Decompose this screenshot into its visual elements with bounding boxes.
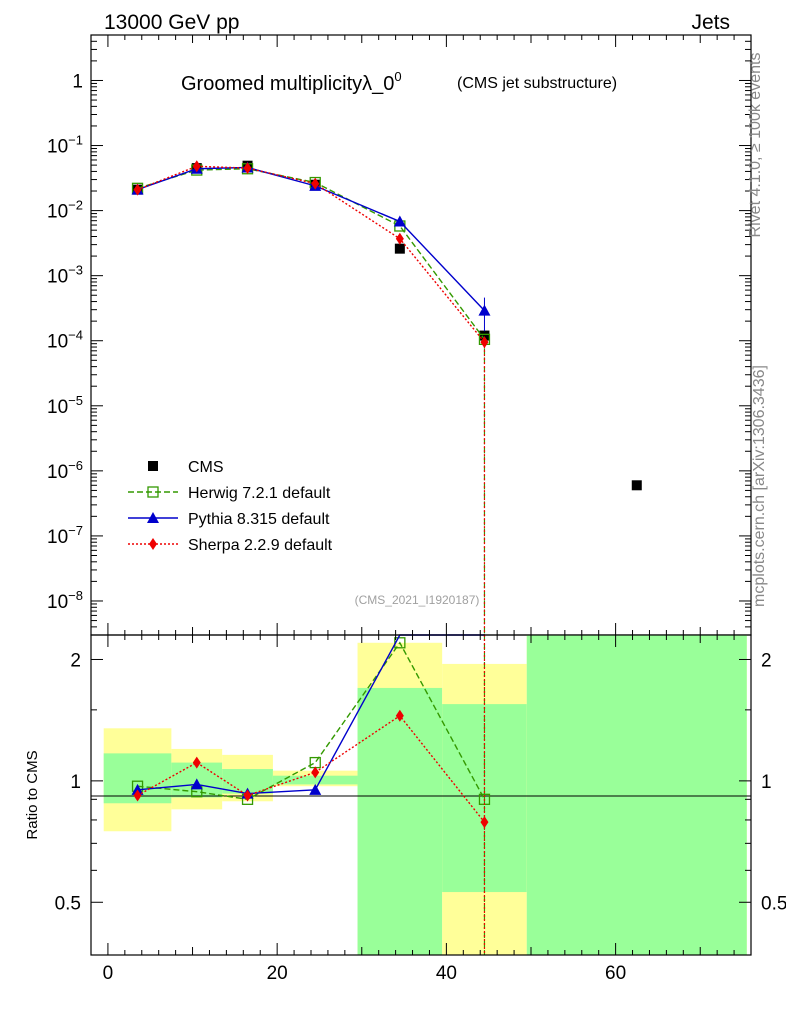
series-cms <box>132 160 642 491</box>
main-y-tick-label: 10−7 <box>47 523 83 548</box>
ratio-point-pythia <box>309 783 322 795</box>
ratio-point-sherpa <box>395 709 404 722</box>
series-line-herwig <box>137 168 486 340</box>
title-lambda: λ_0 <box>362 73 394 95</box>
x-axis: 0 20 40 60 <box>103 35 735 984</box>
main-y-tick-label: 10−4 <box>47 328 83 353</box>
ratio-point-sherpa <box>480 816 489 829</box>
data-point-pythia <box>478 304 491 316</box>
legend-entry-herwig: Herwig 7.2.1 default <box>128 485 331 502</box>
main-y-tick-label: 10−6 <box>47 458 83 483</box>
ratio-panel: 0.5 0.5 1 1 2 2 0 20 40 60 <box>55 35 786 984</box>
legend-entry-sherpa: Sherpa 2.2.9 default <box>128 537 333 554</box>
ratio-y-tick-label-left: 2 <box>70 650 81 671</box>
legend-marker-herwig <box>147 486 159 498</box>
title-subtitle: (CMS jet substructure) <box>457 75 617 92</box>
x-tick-label: 0 <box>103 963 114 984</box>
header-right: Jets <box>691 11 730 34</box>
main-y-axis: 1 10−1 10−2 10−3 10−4 10−5 10−6 10−7 10−8 <box>47 34 751 636</box>
legend-marker-sherpa <box>149 538 157 550</box>
data-point-sherpa <box>395 232 404 245</box>
ratio-series-sherpa <box>133 635 489 955</box>
ratio-y-axis: 0.5 0.5 1 1 2 2 <box>55 650 786 914</box>
data-point-sherpa <box>192 160 201 173</box>
series-line-pythia <box>137 166 485 312</box>
title-main: Groomed multiplicity <box>181 73 362 95</box>
ratio-point-sherpa <box>243 789 252 802</box>
main-y-tick-label: 1 <box>72 71 83 92</box>
ratio-line-herwig <box>137 641 486 801</box>
ratio-y-tick-label-right: 1 <box>761 772 772 793</box>
legend-label-pythia: Pythia 8.315 default <box>188 511 330 528</box>
main-series-group <box>131 160 642 635</box>
legend-label-cms: CMS <box>188 459 224 476</box>
x-tick-label: 20 <box>267 963 288 984</box>
x-tick-label: 40 <box>436 963 457 984</box>
uncertainty-band-inner <box>272 775 358 785</box>
ratio-point-sherpa <box>192 756 201 769</box>
plot-title: Groomed multiplicityλ_00 (CMS jet substr… <box>181 69 617 95</box>
ratio-series-herwig <box>131 635 491 955</box>
data-point-sherpa <box>133 183 142 196</box>
data-point-sherpa <box>480 336 489 349</box>
svg-text:Groomed multiplicityλ_00: Groomed multiplicityλ_00 <box>181 69 402 95</box>
analysis-watermark: (CMS_2021_I1920187) <box>355 593 480 607</box>
ratio-panel-frame <box>90 634 752 956</box>
ratio-point-herwig <box>309 756 321 769</box>
legend-entry-cms: CMS <box>148 459 224 476</box>
legend-marker-pythia <box>147 512 159 523</box>
ratio-y-tick-label-left: 0.5 <box>55 893 81 914</box>
main-y-tick-label: 10−2 <box>47 198 83 223</box>
data-point-sherpa <box>311 177 320 190</box>
data-point-cms <box>631 480 642 491</box>
ratio-axis-label: Ratio to CMS <box>24 750 41 839</box>
main-y-tick-label: 10−5 <box>47 393 83 418</box>
data-point-pythia <box>393 215 406 227</box>
mcplots-label: mcplots.cern.ch [arXiv:1306.3436] <box>751 365 768 607</box>
ratio-point-pythia <box>131 783 144 795</box>
title-superscript: 0 <box>394 69 401 84</box>
ratio-point-sherpa <box>311 766 320 779</box>
legend: CMS Herwig 7.2.1 default Pythia 8.315 defa… <box>128 459 333 554</box>
ratio-y-tick-label-right: 0.5 <box>761 893 786 914</box>
main-panel: 1 10−1 10−2 10−3 10−4 10−5 10−6 10−7 10−8 <box>47 34 752 636</box>
series-herwig <box>131 163 491 635</box>
data-point-cms <box>479 330 490 341</box>
ratio-y-tick-label-right: 2 <box>761 650 772 671</box>
ratio-point-sherpa <box>133 789 142 802</box>
series-line-sherpa <box>137 165 486 343</box>
ratio-point-pythia <box>190 778 203 790</box>
rivet-label: Rivet 4.1.0, ≥ 100k events <box>747 53 764 238</box>
main-y-tick-label: 10−8 <box>47 588 83 613</box>
legend-entry-pythia: Pythia 8.315 default <box>128 511 330 528</box>
legend-marker-cms <box>148 461 158 471</box>
main-y-tick-label: 10−3 <box>47 263 83 288</box>
ratio-y-tick-label-left: 1 <box>70 772 81 793</box>
ratio-bands <box>103 635 747 955</box>
header-left: 13000 GeV pp <box>104 11 239 34</box>
uncertainty-band-inner <box>526 635 747 955</box>
x-tick-label: 60 <box>605 963 626 984</box>
legend-label-herwig: Herwig 7.2.1 default <box>188 485 331 502</box>
main-y-tick-label: 10−1 <box>47 133 83 158</box>
legend-label-sherpa: Sherpa 2.2.9 default <box>188 537 333 554</box>
data-point-sherpa <box>243 162 252 175</box>
series-sherpa <box>133 160 489 635</box>
data-point-cms <box>394 243 405 254</box>
uncertainty-band-inner <box>357 687 443 955</box>
ratio-line-sherpa <box>137 714 486 823</box>
